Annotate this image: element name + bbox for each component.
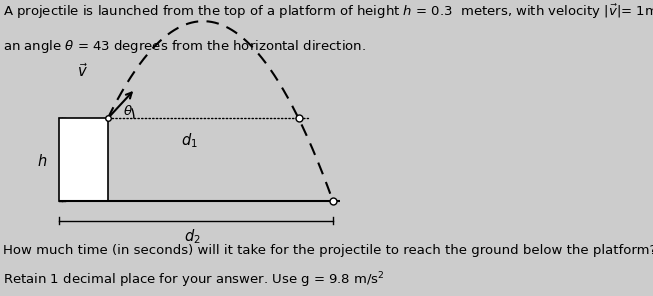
Text: A projectile is launched from the top of a platform of height $h$ = 0.3  meters,: A projectile is launched from the top of… (3, 3, 653, 21)
Text: an angle $\theta$ = 43 degrees from the horizontal direction.: an angle $\theta$ = 43 degrees from the … (3, 38, 366, 55)
Text: $d_2$: $d_2$ (184, 227, 201, 246)
Text: $\vec{v}$: $\vec{v}$ (77, 62, 88, 80)
Bar (59, 118, 108, 201)
Text: $h$: $h$ (37, 153, 48, 169)
Text: $d_1$: $d_1$ (181, 132, 198, 150)
Text: How much time (in seconds) will it take for the projectile to reach the ground b: How much time (in seconds) will it take … (3, 244, 653, 257)
Text: $\theta$: $\theta$ (123, 104, 133, 118)
Text: Retain 1 decimal place for your answer. Use g = 9.8 m/s$^2$: Retain 1 decimal place for your answer. … (3, 271, 385, 290)
